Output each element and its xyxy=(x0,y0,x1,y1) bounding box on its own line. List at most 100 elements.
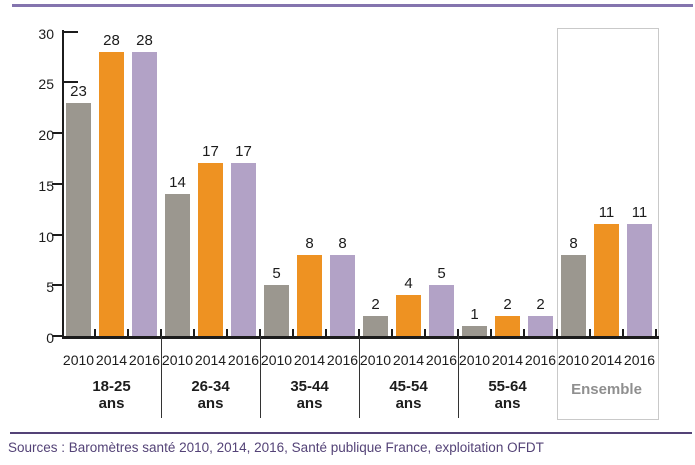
bar-55-64-ans-2014 xyxy=(495,316,520,336)
bar-value-label: 23 xyxy=(70,83,87,100)
x-axis-tick xyxy=(655,329,657,336)
x-axis-tick xyxy=(622,329,624,336)
bar-value-label: 17 xyxy=(235,143,252,160)
bar-value-label: 8 xyxy=(305,235,314,252)
bar-55-64-ans-2010 xyxy=(462,326,487,336)
bar-value-label: 11 xyxy=(631,204,648,221)
x-axis-year-label: 2010 xyxy=(458,352,491,368)
x-axis-year-label: 2010 xyxy=(557,352,590,368)
y-axis-tick xyxy=(64,81,78,84)
y-axis-tick xyxy=(52,233,62,236)
x-axis-year-label: 2014 xyxy=(194,352,227,368)
bar-18-25-ans-2014 xyxy=(99,52,124,336)
bar-26-34-ans-2010 xyxy=(165,194,190,336)
bar-Ensemble-2010 xyxy=(561,255,586,336)
y-axis-tick xyxy=(64,30,78,33)
y-axis-tick-label: 25 xyxy=(38,76,54,93)
y-axis-tick-label: 10 xyxy=(38,228,54,245)
x-axis-year-label: 2014 xyxy=(95,352,128,368)
group-divider-line xyxy=(458,336,459,418)
bar-26-34-ans-2016 xyxy=(231,163,256,336)
bar-35-44-ans-2014 xyxy=(297,255,322,336)
bar-35-44-ans-2010 xyxy=(264,285,289,336)
x-axis xyxy=(62,336,659,339)
bar-45-54-ans-2010 xyxy=(363,316,388,336)
x-axis-tick xyxy=(457,329,459,336)
group-divider-line xyxy=(161,336,162,418)
bar-45-54-ans-2016 xyxy=(429,285,454,336)
x-axis-tick xyxy=(556,329,558,336)
y-axis-tick-label: 30 xyxy=(38,25,54,42)
bar-value-label: 5 xyxy=(272,265,281,282)
bar-18-25-ans-2016 xyxy=(132,52,157,336)
y-axis-tick xyxy=(52,132,62,134)
y-axis-tick xyxy=(52,284,62,287)
bar-value-label: 4 xyxy=(404,275,413,292)
y-axis-tick-label: 5 xyxy=(46,279,54,296)
bar-value-label: 5 xyxy=(437,265,446,282)
bar-45-54-ans-2014 xyxy=(396,295,421,336)
top-border-line xyxy=(12,4,693,7)
group-divider-line xyxy=(260,336,261,418)
x-axis-tick xyxy=(160,329,162,336)
x-axis-year-label: 2014 xyxy=(293,352,326,368)
footer-divider-line xyxy=(10,432,692,434)
ensemble-highlight-box xyxy=(557,28,659,420)
x-axis-year-label: 2014 xyxy=(392,352,425,368)
x-axis-tick xyxy=(358,329,360,336)
x-axis-year-label: 2010 xyxy=(359,352,392,368)
bar-value-label: 28 xyxy=(103,32,120,49)
bar-value-label: 8 xyxy=(569,235,578,252)
group-label-ans: ans xyxy=(395,395,422,412)
group-label-ans: ans xyxy=(296,395,323,412)
y-axis xyxy=(62,30,64,338)
x-axis-tick xyxy=(259,329,261,336)
group-label: 35-44 xyxy=(290,378,329,395)
bar-55-64-ans-2016 xyxy=(528,316,553,336)
x-axis-year-label: 2014 xyxy=(590,352,623,368)
bar-value-label: 17 xyxy=(202,143,219,160)
y-axis-tick-label: 20 xyxy=(38,127,54,143)
group-label-ensemble: Ensemble xyxy=(571,381,642,398)
bar-value-label: 2 xyxy=(503,296,512,313)
x-axis-year-label: 2010 xyxy=(62,352,95,368)
bar-chart: 0 5 10 15 20 25 30 23 2010 28 2014 28 2016 18-25 ans 14… xyxy=(38,25,659,420)
x-axis-year-label: 2016 xyxy=(425,352,458,368)
group-label: 45-54 xyxy=(389,378,428,395)
x-axis-year-label: 2016 xyxy=(326,352,359,368)
group-label: 26-34 xyxy=(191,378,230,395)
x-axis-year-label: 2014 xyxy=(491,352,524,368)
bar-26-34-ans-2014 xyxy=(198,163,223,336)
x-axis-tick xyxy=(127,329,129,336)
bar-value-label: 2 xyxy=(536,296,545,313)
group-divider-line xyxy=(359,336,360,418)
x-axis-year-label: 2010 xyxy=(260,352,293,368)
bar-35-44-ans-2016 xyxy=(330,255,355,336)
x-axis-tick xyxy=(292,329,294,336)
group-label-ans: ans xyxy=(98,395,125,412)
y-axis-tick-label: 15 xyxy=(38,177,54,194)
x-axis-year-label: 2016 xyxy=(524,352,557,368)
x-axis-tick xyxy=(424,329,426,336)
bar-Ensemble-2016 xyxy=(627,224,652,336)
x-axis-tick xyxy=(490,329,492,336)
bar-value-label: 8 xyxy=(338,235,347,252)
x-axis-tick xyxy=(589,329,591,336)
x-axis-tick xyxy=(94,329,96,336)
bar-value-label: 11 xyxy=(598,204,615,221)
x-axis-tick xyxy=(391,329,393,336)
x-axis-tick xyxy=(193,329,195,336)
source-text: Sources : Baromètres santé 2010, 2014, 2… xyxy=(8,440,544,455)
group-label: 18-25 xyxy=(92,378,131,395)
y-axis-tick xyxy=(52,182,62,185)
group-label-ans: ans xyxy=(197,395,224,412)
x-axis-year-label: 2010 xyxy=(161,352,194,368)
bar-value-label: 28 xyxy=(136,32,153,49)
x-axis-year-label: 2016 xyxy=(128,352,161,368)
group-label: 55-64 xyxy=(488,378,527,395)
x-axis-tick xyxy=(523,329,525,336)
y-axis-tick xyxy=(52,335,62,337)
x-axis-tick xyxy=(325,329,327,336)
bar-value-label: 14 xyxy=(169,174,186,191)
